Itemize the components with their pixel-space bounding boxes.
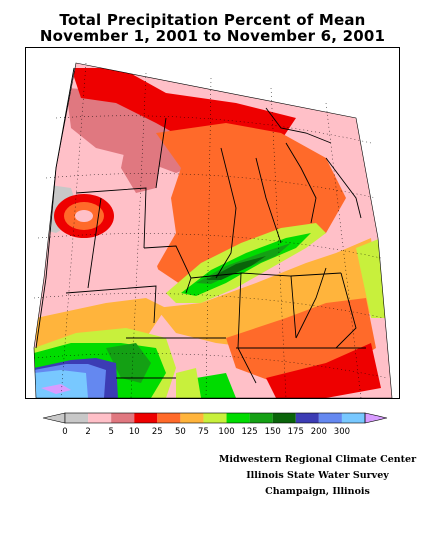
legend-under-arrow bbox=[42, 412, 66, 424]
legend-tick-label: 300 bbox=[334, 427, 350, 437]
legend-tick-label: 10 bbox=[129, 427, 140, 437]
legend-swatch bbox=[341, 413, 365, 423]
legend-swatch bbox=[157, 413, 181, 423]
color-legend: 0 2 5 10 25 50 75 100 125 150 175 200 300 bbox=[42, 412, 388, 437]
legend-swatch bbox=[134, 413, 158, 423]
legend-tick-label: 200 bbox=[311, 427, 327, 437]
credit-org: Midwestern Regional Climate Center bbox=[218, 454, 417, 465]
legend-tick-label: 100 bbox=[218, 427, 234, 437]
legend-swatch bbox=[180, 413, 204, 423]
credit-survey: Illinois State Water Survey bbox=[246, 470, 389, 481]
map-date-range: November 1, 2001 to November 6, 2001 bbox=[39, 27, 386, 45]
map-outline bbox=[33, 62, 393, 398]
legend-swatch bbox=[226, 413, 250, 423]
legend-swatch bbox=[272, 413, 296, 423]
legend-tick-label: 150 bbox=[265, 427, 281, 437]
legend-swatch bbox=[111, 413, 135, 423]
legend-tick-label: 0 bbox=[62, 427, 67, 437]
legend-swatch bbox=[65, 413, 89, 423]
precipitation-map bbox=[25, 47, 400, 399]
legend-tick-label: 25 bbox=[152, 427, 163, 437]
legend-tick-label: 5 bbox=[108, 427, 113, 437]
legend-swatch bbox=[318, 413, 342, 423]
legend-over-arrow bbox=[364, 412, 388, 424]
legend-swatch bbox=[295, 413, 319, 423]
legend-tick-label: 50 bbox=[175, 427, 186, 437]
map-title: Total Precipitation Percent of Mean bbox=[59, 11, 366, 29]
legend-tick-label: 2 bbox=[85, 427, 90, 437]
legend-swatch bbox=[88, 413, 112, 423]
legend-tick-label: 125 bbox=[241, 427, 257, 437]
legend-swatch bbox=[249, 413, 273, 423]
graticule bbox=[33, 62, 389, 398]
legend-tick-label: 75 bbox=[198, 427, 209, 437]
legend-swatch bbox=[203, 413, 227, 423]
state-boundaries bbox=[35, 67, 366, 384]
credit-location: Champaign, Illinois bbox=[265, 486, 370, 497]
legend-tick-label: 175 bbox=[288, 427, 304, 437]
legend-frame bbox=[64, 412, 366, 424]
